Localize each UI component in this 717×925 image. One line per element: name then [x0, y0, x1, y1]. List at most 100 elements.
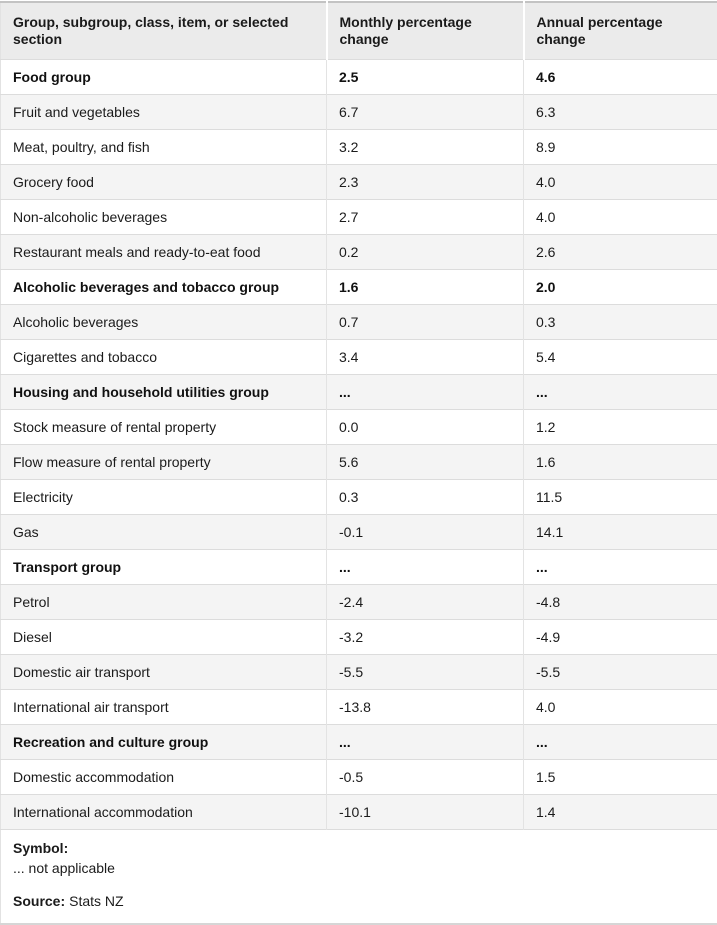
row-label: Electricity — [1, 480, 327, 515]
table-row: Stock measure of rental property 0.0 1.2 — [1, 410, 717, 445]
row-monthly-value: ... — [327, 550, 524, 585]
row-monthly-value: 5.6 — [327, 445, 524, 480]
table-row: Domestic air transport -5.5 -5.5 — [1, 655, 717, 690]
row-label: Grocery food — [1, 165, 327, 200]
row-annual-value: ... — [524, 550, 717, 585]
row-label: Diesel — [1, 620, 327, 655]
row-label: International accommodation — [1, 795, 327, 830]
row-label: Non-alcoholic beverages — [1, 200, 327, 235]
row-annual-value: 1.6 — [524, 445, 717, 480]
row-annual-value: 5.4 — [524, 340, 717, 375]
row-monthly-value: -13.8 — [327, 690, 524, 725]
table-row: Alcoholic beverages 0.7 0.3 — [1, 305, 717, 340]
table-row: International air transport -13.8 4.0 — [1, 690, 717, 725]
table-row: Flow measure of rental property 5.6 1.6 — [1, 445, 717, 480]
table-header: Group, subgroup, class, item, or selecte… — [1, 2, 717, 60]
footer-row: Symbol: ... not applicable Source:Stats … — [1, 830, 717, 925]
row-monthly-value: 0.2 — [327, 235, 524, 270]
symbol-not-applicable-note: ... not applicable — [13, 858, 705, 878]
row-monthly-value: 0.3 — [327, 480, 524, 515]
row-monthly-value: 2.5 — [327, 60, 524, 95]
table-row: Fruit and vegetables 6.7 6.3 — [1, 95, 717, 130]
column-header-monthly-change: Monthly percentage change — [327, 2, 524, 60]
table-row: Domestic accommodation -0.5 1.5 — [1, 760, 717, 795]
row-monthly-value: 2.7 — [327, 200, 524, 235]
source-label: Source: — [13, 893, 65, 909]
table-row: Petrol -2.4 -4.8 — [1, 585, 717, 620]
header-row: Group, subgroup, class, item, or selecte… — [1, 2, 717, 60]
row-monthly-value: -10.1 — [327, 795, 524, 830]
table-row: Housing and household utilities group ..… — [1, 375, 717, 410]
column-header-annual-change: Annual percentage change — [524, 2, 717, 60]
row-monthly-value: -2.4 — [327, 585, 524, 620]
symbol-heading: Symbol: — [13, 838, 705, 858]
row-monthly-value: -5.5 — [327, 655, 524, 690]
row-annual-value: -4.8 — [524, 585, 717, 620]
footnotes-cell: Symbol: ... not applicable Source:Stats … — [1, 830, 717, 925]
row-monthly-value: -0.1 — [327, 515, 524, 550]
row-annual-value: 4.0 — [524, 165, 717, 200]
row-label: Cigarettes and tobacco — [1, 340, 327, 375]
row-annual-value: 0.3 — [524, 305, 717, 340]
row-annual-value: ... — [524, 375, 717, 410]
row-label: Food group — [1, 60, 327, 95]
table-body: Food group 2.5 4.6 Fruit and vegetables … — [1, 60, 717, 830]
table-row: Restaurant meals and ready-to-eat food 0… — [1, 235, 717, 270]
row-annual-value: -4.9 — [524, 620, 717, 655]
table-row: Non-alcoholic beverages 2.7 4.0 — [1, 200, 717, 235]
row-annual-value: 4.0 — [524, 200, 717, 235]
row-label: Fruit and vegetables — [1, 95, 327, 130]
row-label: Stock measure of rental property — [1, 410, 327, 445]
table-footer: Symbol: ... not applicable Source:Stats … — [1, 830, 717, 925]
table-row: Electricity 0.3 11.5 — [1, 480, 717, 515]
row-monthly-value: ... — [327, 725, 524, 760]
row-label: Alcoholic beverages — [1, 305, 327, 340]
table-row: Diesel -3.2 -4.9 — [1, 620, 717, 655]
row-monthly-value: 6.7 — [327, 95, 524, 130]
table-row: Grocery food 2.3 4.0 — [1, 165, 717, 200]
row-annual-value: ... — [524, 725, 717, 760]
row-monthly-value: -3.2 — [327, 620, 524, 655]
row-label: Alcoholic beverages and tobacco group — [1, 270, 327, 305]
row-annual-value: 14.1 — [524, 515, 717, 550]
row-annual-value: 1.5 — [524, 760, 717, 795]
row-label: International air transport — [1, 690, 327, 725]
row-monthly-value: 3.4 — [327, 340, 524, 375]
table-row: Meat, poultry, and fish 3.2 8.9 — [1, 130, 717, 165]
row-monthly-value: 2.3 — [327, 165, 524, 200]
row-annual-value: 1.4 — [524, 795, 717, 830]
row-label: Restaurant meals and ready-to-eat food — [1, 235, 327, 270]
row-annual-value: 11.5 — [524, 480, 717, 515]
source-value: Stats NZ — [69, 893, 123, 909]
row-label: Flow measure of rental property — [1, 445, 327, 480]
table-row: International accommodation -10.1 1.4 — [1, 795, 717, 830]
column-header-group-subgroup: Group, subgroup, class, item, or selecte… — [1, 2, 327, 60]
row-monthly-value: -0.5 — [327, 760, 524, 795]
row-monthly-value: 1.6 — [327, 270, 524, 305]
row-monthly-value: 0.0 — [327, 410, 524, 445]
row-monthly-value: ... — [327, 375, 524, 410]
row-annual-value: 4.6 — [524, 60, 717, 95]
table-row: Recreation and culture group ... ... — [1, 725, 717, 760]
row-monthly-value: 3.2 — [327, 130, 524, 165]
row-annual-value: 2.6 — [524, 235, 717, 270]
row-annual-value: 1.2 — [524, 410, 717, 445]
row-label: Petrol — [1, 585, 327, 620]
row-annual-value: 6.3 — [524, 95, 717, 130]
row-label: Meat, poultry, and fish — [1, 130, 327, 165]
row-annual-value: 2.0 — [524, 270, 717, 305]
row-annual-value: 4.0 — [524, 690, 717, 725]
table-row: Alcoholic beverages and tobacco group 1.… — [1, 270, 717, 305]
table-row: Cigarettes and tobacco 3.4 5.4 — [1, 340, 717, 375]
row-annual-value: -5.5 — [524, 655, 717, 690]
source-line: Source:Stats NZ — [13, 891, 705, 911]
row-monthly-value: 0.7 — [327, 305, 524, 340]
row-annual-value: 8.9 — [524, 130, 717, 165]
table-row: Food group 2.5 4.6 — [1, 60, 717, 95]
table-row: Gas -0.1 14.1 — [1, 515, 717, 550]
row-label: Gas — [1, 515, 327, 550]
row-label: Domestic accommodation — [1, 760, 327, 795]
row-label: Transport group — [1, 550, 327, 585]
